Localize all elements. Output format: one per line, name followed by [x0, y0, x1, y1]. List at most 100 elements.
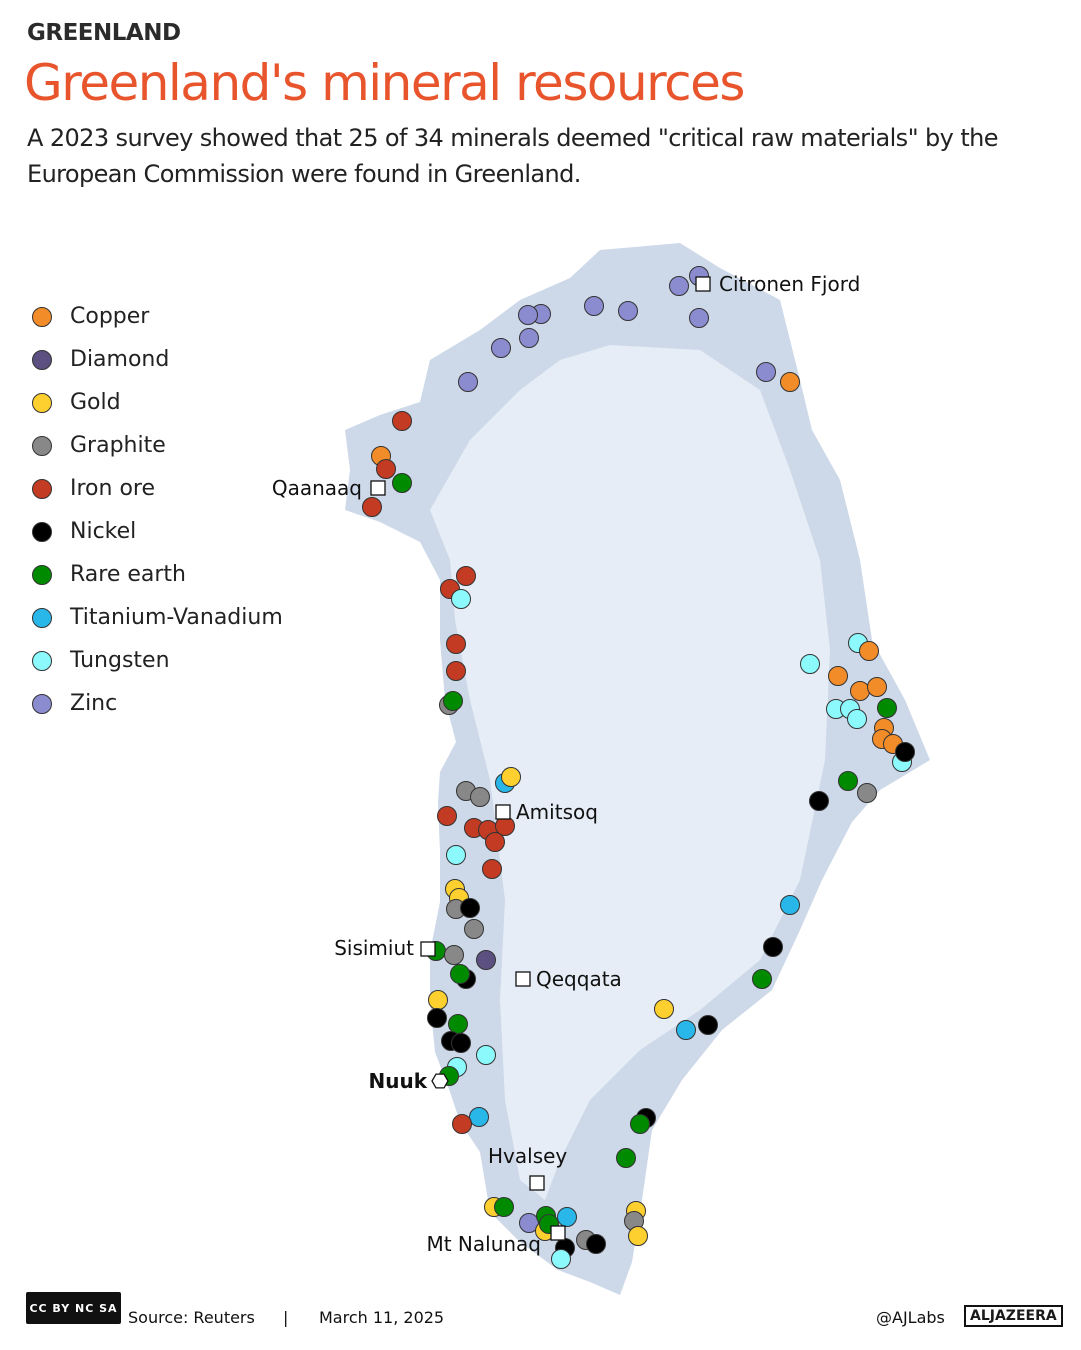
legend-item: Iron ore — [32, 467, 283, 510]
deposit-graphite — [470, 787, 490, 807]
legend-item: Titanium-Vanadium — [32, 596, 283, 639]
creative-commons-badge: CC BY NC SA — [26, 1292, 121, 1324]
legend-swatch — [32, 392, 52, 413]
deposit-copper — [850, 681, 870, 701]
deposit-tungsten — [800, 654, 820, 674]
place-label: Qeqqata — [536, 967, 622, 991]
deposit-nickel — [895, 742, 915, 762]
deposit-nickel — [698, 1015, 718, 1035]
legend-swatch — [32, 564, 52, 585]
deposit-zinc — [689, 308, 709, 328]
legend-label: Diamond — [70, 347, 170, 372]
place-marker — [495, 804, 511, 820]
deposit-nickel — [460, 898, 480, 918]
deposit-copper — [780, 372, 800, 392]
deposit-zinc — [584, 296, 604, 316]
deposit-nickel — [763, 937, 783, 957]
deposit-tungsten — [847, 709, 867, 729]
page-title: Greenland's mineral resources — [24, 54, 745, 112]
deposit-zinc — [756, 362, 776, 382]
aljazeera-logo: ALJAZEERA — [964, 1305, 1063, 1327]
legend-item: Zinc — [32, 682, 283, 725]
deposit-gold — [501, 767, 521, 787]
legend-label: Copper — [70, 304, 150, 329]
deposit-gold — [654, 999, 674, 1019]
place-marker — [420, 941, 436, 957]
deposit-nickel — [586, 1234, 606, 1254]
deposit-iron-ore — [452, 1114, 472, 1134]
legend-label: Rare earth — [70, 562, 187, 587]
deposit-zinc — [519, 1213, 539, 1233]
deposit-titanium-vanadium — [780, 895, 800, 915]
deposit-iron-ore — [437, 806, 457, 826]
deposit-tungsten — [551, 1249, 571, 1269]
legend-label: Zinc — [70, 691, 118, 716]
legend-label: Nickel — [70, 519, 137, 544]
handle: @AJLabs — [876, 1308, 945, 1327]
legend-swatch — [32, 650, 52, 671]
deposit-nickel — [451, 1033, 471, 1053]
legend-item: Gold — [32, 381, 283, 424]
deposit-gold — [428, 990, 448, 1010]
deposit-zinc — [618, 301, 638, 321]
date: March 11, 2025 — [319, 1308, 445, 1327]
source: Source: Reuters — [128, 1308, 255, 1327]
legend-swatch — [32, 435, 52, 456]
deposit-rare-earth — [448, 1014, 468, 1034]
place-marker — [550, 1225, 566, 1241]
deposit-iron-ore — [446, 661, 466, 681]
legend: Copper Diamond Gold Graphite Iron ore Nickel R… — [32, 295, 283, 725]
deposit-iron-ore — [485, 832, 505, 852]
legend-item: Tungsten — [32, 639, 283, 682]
legend-item: Diamond — [32, 338, 283, 381]
legend-item: Copper — [32, 295, 283, 338]
deposit-rare-earth — [877, 698, 897, 718]
deposit-rare-earth — [630, 1114, 650, 1134]
legend-label: Iron ore — [70, 476, 156, 501]
deposit-copper — [828, 666, 848, 686]
place-label: Nuuk — [368, 1069, 427, 1093]
deposit-zinc — [491, 338, 511, 358]
deposit-tungsten — [451, 589, 471, 609]
deposit-zinc — [519, 328, 539, 348]
legend-swatch — [32, 478, 52, 499]
deposit-rare-earth — [450, 964, 470, 984]
deposit-rare-earth — [616, 1148, 636, 1168]
deposit-copper — [859, 641, 879, 661]
legend-swatch — [32, 607, 52, 628]
legend-item: Nickel — [32, 510, 283, 553]
deposit-graphite — [444, 945, 464, 965]
capital-marker — [431, 1073, 449, 1089]
deposit-iron-ore — [392, 411, 412, 431]
deposit-zinc — [518, 305, 538, 325]
deposit-rare-earth — [392, 473, 412, 493]
deposit-rare-earth — [443, 691, 463, 711]
deposit-diamond — [476, 950, 496, 970]
separator: | — [283, 1308, 289, 1327]
deposit-nickel — [427, 1008, 447, 1028]
subtitle: A 2023 survey showed that 25 of 34 miner… — [27, 124, 999, 188]
place-marker — [695, 276, 711, 292]
place-marker — [529, 1175, 545, 1191]
deposit-titanium-vanadium — [469, 1107, 489, 1127]
deposit-iron-ore — [362, 497, 382, 517]
legend-label: Graphite — [70, 433, 166, 458]
place-label: Citronen Fjord — [719, 272, 860, 296]
legend-label: Tungsten — [70, 648, 170, 673]
deposit-graphite — [464, 919, 484, 939]
deposit-gold — [628, 1226, 648, 1246]
deposit-iron-ore — [376, 459, 396, 479]
place-label: Hvalsey — [488, 1144, 567, 1168]
deposit-copper — [867, 677, 887, 697]
place-marker — [370, 480, 386, 496]
legend-label: Titanium-Vanadium — [70, 605, 283, 630]
deposit-zinc — [458, 372, 478, 392]
deposit-tungsten — [446, 845, 466, 865]
deposit-rare-earth — [752, 969, 772, 989]
legend-swatch — [32, 349, 52, 370]
legend-item: Rare earth — [32, 553, 283, 596]
kicker: GREENLAND — [27, 20, 181, 46]
place-label: Amitsoq — [516, 800, 598, 824]
